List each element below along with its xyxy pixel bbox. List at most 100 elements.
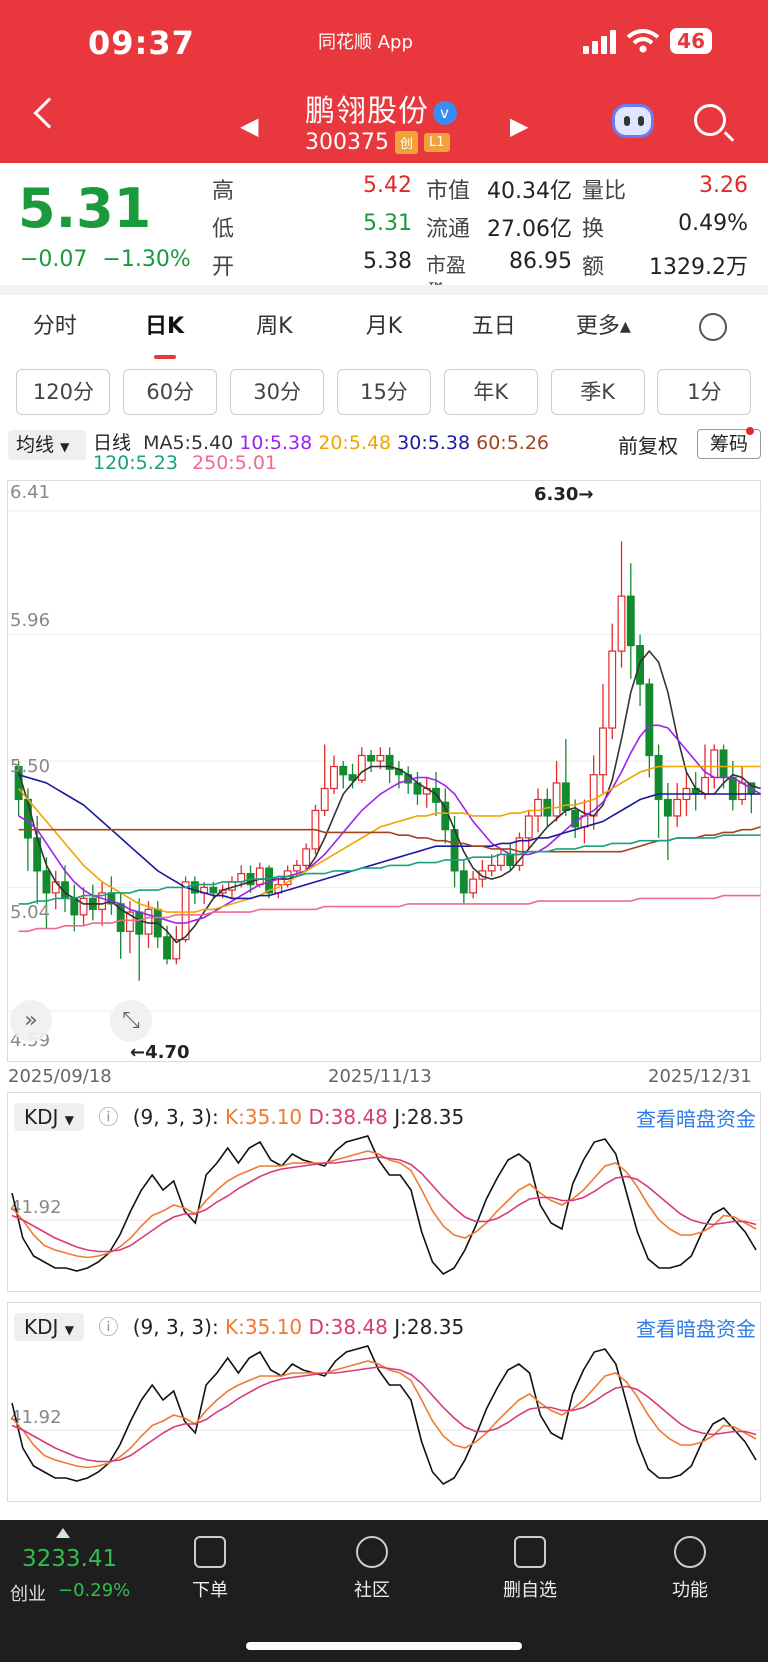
level-tag: L1 — [424, 133, 450, 152]
kdj-selector-label: KDJ — [24, 1105, 59, 1129]
minus-box-icon — [514, 1536, 546, 1568]
verified-icon: v — [433, 100, 457, 125]
help-icon[interactable]: ⓘ — [98, 1315, 119, 1339]
menu-circle-icon — [674, 1536, 706, 1568]
kdj-selector[interactable]: KDJ ▼ — [14, 1103, 85, 1131]
adjust-mode[interactable]: 前复权 — [618, 434, 678, 458]
nav-order[interactable]: 下单 — [160, 1530, 260, 1602]
tab-monthly-k[interactable]: 月K — [365, 314, 403, 339]
prev-stock-icon[interactable]: ◀ — [240, 112, 259, 140]
chip-button[interactable]: 筹码 — [697, 427, 761, 459]
kdj-j-line — [11, 1345, 757, 1486]
candle-body — [608, 650, 617, 729]
index-expand-icon[interactable] — [56, 1528, 70, 1538]
back-icon[interactable] — [33, 97, 65, 129]
period-1min[interactable]: 1分 — [657, 369, 752, 415]
tab-more[interactable]: 更多▴ — [575, 314, 631, 339]
notification-dot — [746, 427, 754, 435]
kdj-panel-1[interactable]: KDJ ▼ ⓘ (9, 3, 3): K:35.10 D:38.48 J:28.… — [7, 1092, 762, 1292]
candle-body — [292, 864, 301, 872]
amount-value: 1329.2万 — [649, 255, 748, 280]
candle-body — [552, 782, 561, 817]
kdj-svg — [8, 1135, 762, 1276]
ma20-line — [17, 765, 761, 913]
status-app-indicator: 同花顺 App — [318, 32, 413, 53]
candle-body — [469, 878, 478, 894]
ma-legend: 均线 ▼ 日线 MA5:5.40 10:5.38 20:5.48 30:5.38… — [0, 427, 768, 480]
period-30min[interactable]: 30分 — [230, 369, 325, 415]
kline-svg — [8, 510, 762, 1012]
period-60min[interactable]: 60分 — [123, 369, 218, 415]
fullscreen-icon[interactable]: ⤡ — [110, 1000, 152, 1042]
kdj-j-line — [11, 1135, 757, 1276]
kdj-d: D:38.48 — [308, 1105, 388, 1129]
kdj-params: (9, 3, 3): — [132, 1105, 219, 1129]
candle-body — [302, 848, 311, 866]
candle-body — [459, 870, 468, 894]
candle-body — [719, 749, 728, 779]
candle-body — [645, 683, 654, 757]
chart-settings-button[interactable] — [658, 305, 768, 361]
tab-weekly-k[interactable]: 周K — [256, 314, 293, 339]
ma120-line — [18, 834, 761, 905]
assistant-robot-icon[interactable] — [612, 104, 654, 138]
high-value: 5.42 — [363, 173, 412, 198]
quote-grid: 高 5.42 市值 40.34亿 量比 3.26 低 5.31 流通 27.06亿 换 0.… — [212, 173, 748, 302]
kline-chart[interactable] — [7, 480, 762, 1062]
y-tick-3: 5.50 — [10, 756, 51, 777]
dropdown-icon: ▼ — [60, 440, 70, 454]
next-stock-icon[interactable]: ▶ — [510, 112, 529, 140]
kdj-d-line — [11, 1156, 757, 1253]
tab-daily-k[interactable]: 日K — [110, 305, 220, 361]
y-tick-2: 5.96 — [10, 610, 51, 631]
ma10-line — [18, 724, 762, 924]
open-value: 5.38 — [363, 249, 412, 274]
period-quarterly-k[interactable]: 季K — [550, 369, 645, 415]
nav-remove-watchlist[interactable]: 删自选 — [480, 1530, 580, 1602]
stock-title[interactable]: 鹏翎股份 v — [305, 86, 457, 130]
volume-ratio-value: 3.26 — [699, 173, 748, 198]
community-star-icon — [356, 1536, 388, 1568]
nav-functions[interactable]: 功能 — [640, 1530, 740, 1602]
kdj-selector[interactable]: KDJ ▼ — [14, 1313, 85, 1341]
search-icon[interactable] — [694, 104, 726, 136]
candle-body — [330, 765, 338, 790]
kdj-ref-label: 41.92 — [10, 1407, 62, 1428]
dark-pool-link[interactable]: 查看暗盘资金 — [636, 1107, 756, 1131]
period-yearly-k[interactable]: 年K — [443, 369, 538, 415]
expand-arrows-icon[interactable]: » — [10, 1000, 52, 1042]
help-icon[interactable]: ⓘ — [98, 1105, 119, 1129]
nav-community[interactable]: 社区 — [322, 1530, 422, 1602]
candle-body — [626, 595, 635, 647]
candle-body — [738, 782, 747, 801]
stock-name: 鹏翎股份 — [305, 94, 429, 129]
kdj-j: J:28.35 — [394, 1105, 465, 1129]
candle-body — [163, 936, 171, 960]
period-120min[interactable]: 120分 — [16, 369, 111, 415]
ma250-value: 250:5.01 — [192, 452, 278, 474]
change-percent: −1.30% — [102, 247, 191, 272]
current-price: 5.31 — [18, 177, 152, 240]
kdj-header: KDJ ▼ ⓘ (9, 3, 3): K:35.10 D:38.48 J:28.… — [14, 1101, 464, 1131]
mcap-label: 市值 — [426, 179, 471, 204]
pe-value: 86.95 — [509, 249, 572, 274]
index-value[interactable]: 3233.41 — [22, 1546, 118, 1572]
kdj-panel-2[interactable]: KDJ ▼ ⓘ (9, 3, 3): K:35.10 D:38.48 J:28.… — [7, 1302, 762, 1502]
high-label: 高 — [212, 179, 235, 204]
ma-selector[interactable]: 均线 ▼ — [8, 430, 86, 460]
dark-pool-link[interactable]: 查看暗盘资金 — [636, 1317, 756, 1341]
ma60-line — [18, 826, 761, 853]
turnover-value: 0.49% — [678, 211, 748, 236]
period-15min[interactable]: 15分 — [336, 369, 431, 415]
candle-body — [79, 897, 88, 916]
nav-functions-label: 功能 — [672, 1580, 708, 1601]
kdj-header: KDJ ▼ ⓘ (9, 3, 3): K:35.10 D:38.48 J:28.… — [14, 1311, 464, 1341]
index-percent: −0.29% — [58, 1580, 131, 1601]
tab-intraday[interactable]: 分时 — [32, 314, 77, 339]
float-value: 27.06亿 — [487, 217, 572, 242]
tab-five-day[interactable]: 五日 — [471, 314, 516, 339]
candle-body — [617, 595, 626, 652]
high-annotation: 6.30→ — [534, 484, 594, 505]
candle-body — [209, 886, 218, 894]
candle-body — [376, 754, 385, 762]
